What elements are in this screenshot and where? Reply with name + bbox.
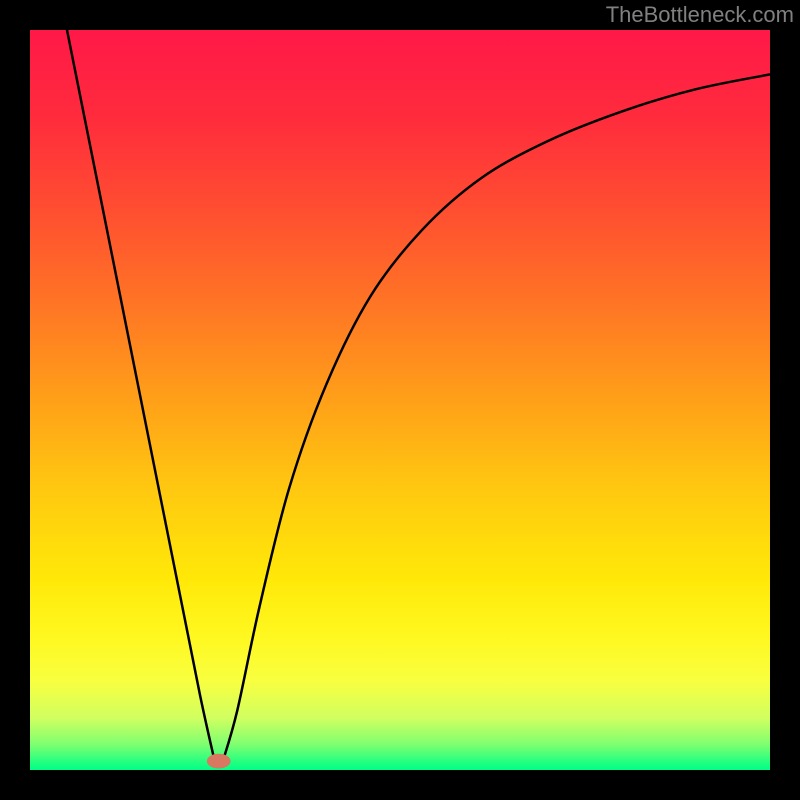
plot-area <box>30 30 770 770</box>
watermark-text: TheBottleneck.com <box>606 2 794 28</box>
minimum-marker <box>207 754 231 769</box>
chart-container: TheBottleneck.com <box>0 0 800 800</box>
